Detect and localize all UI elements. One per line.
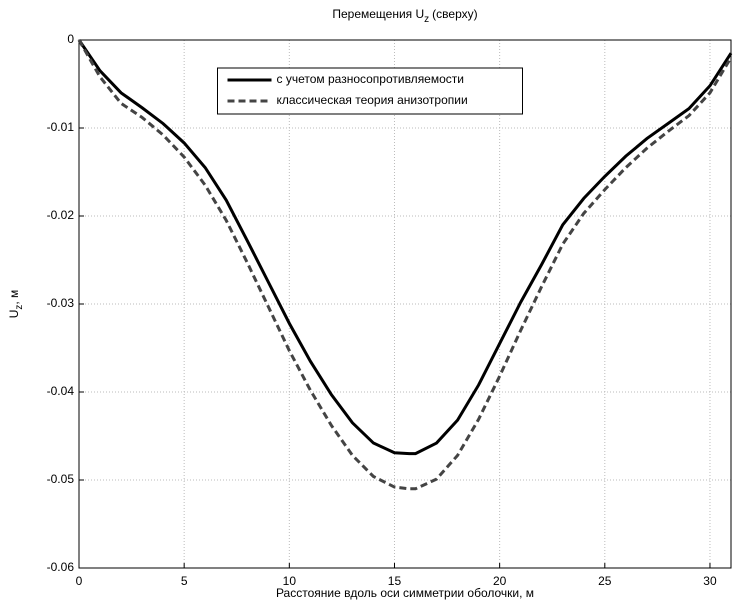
title-main: Перемещения U [332, 7, 424, 21]
x-tick-label: 30 [703, 574, 717, 588]
ylabel-main: U [7, 310, 21, 319]
data-line [77, 39, 733, 456]
x-tick-label: 0 [76, 574, 83, 588]
y-tick-label: 0 [67, 32, 74, 46]
x-tick-label: 25 [598, 574, 612, 588]
data-line [77, 39, 733, 491]
legend-label: классическая теория анизотропии [277, 93, 468, 107]
y-tick-label: -0.05 [47, 472, 75, 486]
y-tick-label: -0.06 [47, 560, 75, 574]
x-tick-label: 15 [388, 574, 402, 588]
ylabel-subscript: z [14, 305, 25, 310]
y-tick-label: -0.04 [47, 384, 75, 398]
legend: с учетом разносопротивляемости классическ… [217, 67, 523, 115]
plot-frame [78, 39, 732, 569]
title-subscript: z [424, 14, 429, 25]
y-tick-label: -0.03 [47, 296, 75, 310]
x-tick-label: 10 [283, 574, 297, 588]
x-tick-label: 20 [493, 574, 507, 588]
legend-label: с учетом разносопротивляемости [277, 72, 464, 86]
y-tick-label: -0.01 [47, 120, 75, 134]
x-axis-label: Расстояние вдоль оси симметрии оболочки,… [276, 586, 534, 600]
y-axis-label: Uz, м [7, 290, 25, 319]
title-suffix: (сверху) [432, 7, 477, 21]
y-tick-label: -0.02 [47, 208, 75, 222]
chart-title: Перемещения Uz (сверху) [332, 7, 477, 25]
ylabel-suffix: , м [7, 290, 21, 305]
legend-box [217, 67, 523, 115]
x-tick-label: 5 [181, 574, 188, 588]
